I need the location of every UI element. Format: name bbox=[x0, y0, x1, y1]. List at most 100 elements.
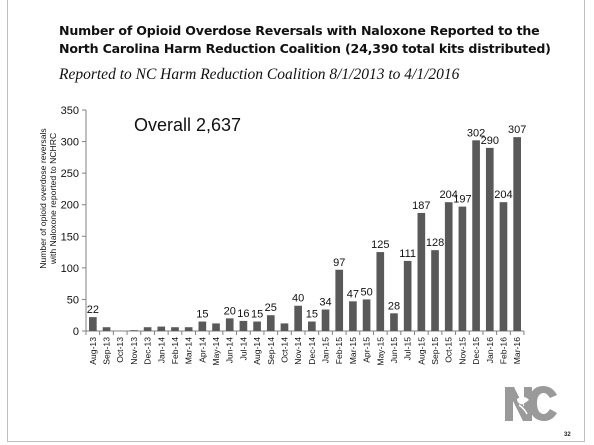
data-label: 28 bbox=[388, 300, 400, 312]
y-tick-label: 300 bbox=[61, 137, 79, 149]
data-label: 302 bbox=[467, 127, 485, 139]
bar bbox=[266, 315, 275, 331]
y-tick-label: 200 bbox=[61, 200, 79, 212]
bar bbox=[280, 323, 289, 331]
data-label: 15 bbox=[196, 309, 208, 321]
x-tick-label: Jan-16 bbox=[485, 337, 495, 363]
x-tick-label: Oct-15 bbox=[444, 337, 454, 363]
x-tick-label: Sep-14 bbox=[266, 337, 276, 365]
bar bbox=[171, 327, 179, 331]
data-label: 290 bbox=[481, 135, 499, 147]
x-tick-label: Sep-13 bbox=[102, 337, 112, 365]
x-tick-label: Feb-15 bbox=[334, 337, 344, 364]
bar bbox=[513, 137, 521, 331]
y-tick-label: 350 bbox=[61, 105, 79, 117]
x-tick-label: Jan-14 bbox=[156, 337, 166, 363]
bar bbox=[239, 320, 248, 331]
y-axis-title: Number of opioid overdose reversalswith … bbox=[38, 128, 58, 268]
y-tick-label: 0 bbox=[73, 326, 79, 338]
bar bbox=[294, 305, 302, 331]
y-tick-label: 100 bbox=[61, 263, 79, 275]
x-tick-label: Mar-14 bbox=[184, 337, 194, 364]
bar bbox=[198, 321, 207, 331]
bar bbox=[253, 321, 261, 331]
x-tick-label: Dec-15 bbox=[471, 337, 481, 365]
bar bbox=[308, 321, 316, 331]
bar bbox=[143, 327, 152, 331]
x-tick-label: Jul-14 bbox=[238, 337, 248, 361]
data-label: 15 bbox=[306, 309, 318, 321]
bar bbox=[335, 269, 344, 331]
bar bbox=[130, 330, 138, 331]
bar bbox=[485, 147, 494, 331]
data-label: 22 bbox=[87, 304, 99, 316]
slide-title: Number of Opioid Overdose Reversals with… bbox=[59, 23, 551, 56]
bar bbox=[102, 327, 111, 331]
bar bbox=[431, 250, 439, 331]
overall-annotation: Overall 2,637 bbox=[134, 115, 241, 135]
data-label: 204 bbox=[440, 189, 458, 201]
data-label: 204 bbox=[494, 189, 512, 201]
y-tick-label: 150 bbox=[61, 231, 79, 243]
bar bbox=[349, 301, 357, 331]
bar bbox=[472, 140, 480, 331]
x-tick-label: Oct-14 bbox=[279, 337, 289, 363]
y-tick-label: 250 bbox=[61, 168, 79, 180]
y-axis-title-line: Number of opioid overdose reversals bbox=[38, 128, 48, 268]
x-tick-label: Apr-15 bbox=[362, 337, 372, 363]
bar bbox=[321, 309, 330, 331]
x-tick-label: Feb-16 bbox=[498, 337, 508, 364]
data-label: 34 bbox=[319, 297, 331, 309]
bar bbox=[444, 202, 453, 331]
page-number: 32 bbox=[564, 432, 571, 438]
x-tick-label: May-14 bbox=[211, 337, 221, 366]
x-tick-label: Jun-14 bbox=[225, 337, 235, 363]
bar bbox=[376, 252, 385, 331]
data-label: 47 bbox=[347, 288, 359, 300]
data-label: 187 bbox=[412, 200, 430, 212]
data-label: 125 bbox=[371, 239, 389, 251]
data-label: 307 bbox=[508, 124, 526, 136]
x-tick-label: Aug-13 bbox=[88, 337, 98, 365]
slide-subtitle: Reported to NC Harm Reduction Coalition … bbox=[59, 66, 460, 83]
x-tick-label: Sep-15 bbox=[430, 337, 440, 365]
bar bbox=[458, 206, 467, 331]
data-label: 16 bbox=[237, 308, 249, 320]
bar bbox=[417, 212, 426, 331]
bar bbox=[362, 299, 371, 331]
x-tick-label: Jul-15 bbox=[403, 337, 413, 361]
x-tick-label: Dec-14 bbox=[307, 337, 317, 365]
x-tick-label: Nov-15 bbox=[457, 337, 467, 365]
slide-frame bbox=[7, 0, 585, 442]
data-label: 15 bbox=[251, 309, 263, 321]
x-tick-label: Mar-15 bbox=[348, 337, 358, 364]
x-tick-label: Aug-15 bbox=[416, 337, 426, 365]
x-tick-label: Nov-13 bbox=[129, 337, 139, 365]
x-tick-label: Apr-14 bbox=[197, 337, 207, 363]
data-label: 25 bbox=[265, 302, 277, 314]
bar bbox=[212, 323, 220, 331]
x-tick-label: Jun-15 bbox=[389, 337, 399, 363]
bar bbox=[89, 317, 97, 331]
data-label: 111 bbox=[399, 248, 416, 260]
bar bbox=[390, 313, 398, 331]
x-tick-label: Aug-14 bbox=[252, 337, 262, 365]
x-tick-label: Feb-14 bbox=[170, 337, 180, 364]
bar bbox=[184, 327, 193, 331]
data-label: 197 bbox=[453, 194, 471, 206]
x-tick-label: May-15 bbox=[375, 337, 385, 366]
x-tick-label: Dec-13 bbox=[143, 337, 153, 365]
bar bbox=[499, 202, 508, 331]
x-tick-label: Jan-15 bbox=[321, 337, 331, 363]
x-tick-label: Mar-16 bbox=[512, 337, 522, 364]
y-tick-label: 50 bbox=[67, 294, 79, 306]
data-label: 40 bbox=[292, 293, 304, 305]
x-tick-label: Oct-13 bbox=[115, 337, 125, 363]
data-label: 128 bbox=[426, 237, 444, 249]
y-axis-title-line: with Naloxone reported to NCHRC bbox=[48, 133, 58, 265]
bar bbox=[403, 260, 412, 331]
x-tick-label: Nov-14 bbox=[293, 337, 303, 365]
data-label: 20 bbox=[224, 305, 236, 317]
nc-logo: NC bbox=[505, 386, 557, 421]
